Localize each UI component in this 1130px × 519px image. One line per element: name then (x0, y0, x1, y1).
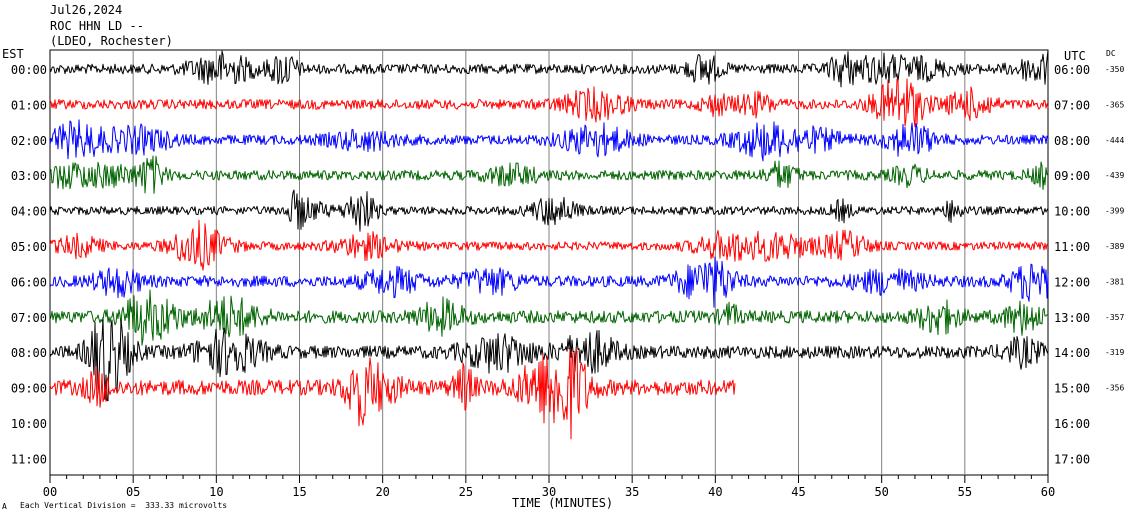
est-axis-title: EST (2, 47, 24, 61)
utc-hour-label: 09:00 (1054, 169, 1090, 183)
utc-hour-label: 14:00 (1054, 346, 1090, 360)
seismic-trace (49, 347, 736, 440)
utc-hour-label: 17:00 (1054, 452, 1090, 466)
dc-offset-label: -381 (1105, 277, 1124, 286)
est-hour-label: 01:00 (11, 98, 47, 112)
seismic-trace (49, 289, 1049, 346)
seismic-trace (49, 50, 1049, 88)
utc-axis-title: UTC (1064, 49, 1086, 63)
x-tick-label: 35 (625, 485, 639, 499)
seismic-trace (49, 317, 1049, 402)
seismic-trace (49, 78, 1049, 128)
utc-hour-label: 11:00 (1054, 240, 1090, 254)
footer-mark: A (2, 502, 7, 511)
est-hour-label: 05:00 (11, 240, 47, 254)
utc-hour-label: 13:00 (1054, 311, 1090, 325)
dc-offset-label: -356 (1105, 384, 1124, 393)
x-tick-label: 20 (375, 485, 389, 499)
utc-hour-label: 07:00 (1054, 98, 1090, 112)
est-hour-label: 07:00 (11, 311, 47, 325)
est-hour-label: 11:00 (11, 452, 47, 466)
network-label: (LDEO, Rochester) (50, 34, 173, 48)
est-hour-label: 06:00 (11, 275, 47, 289)
dc-offset-label: -357 (1105, 313, 1124, 322)
utc-hour-label: 16:00 (1054, 417, 1090, 431)
utc-hour-label: 10:00 (1054, 205, 1090, 219)
x-tick-label: 25 (459, 485, 473, 499)
utc-hour-label: 12:00 (1054, 275, 1090, 289)
x-tick-label: 10 (209, 485, 223, 499)
scale-note: Each Vertical Division = 333.33 microvol… (20, 501, 228, 510)
x-tick-label: 60 (1041, 485, 1055, 499)
x-tick-label: 40 (708, 485, 722, 499)
x-tick-label: 45 (791, 485, 805, 499)
est-hour-label: 00:00 (11, 63, 47, 77)
seismic-trace (49, 219, 1049, 271)
dc-offset-label: -319 (1105, 348, 1124, 357)
utc-hour-label: 06:00 (1054, 63, 1090, 77)
seismic-trace (49, 189, 1049, 232)
x-tick-label: 50 (874, 485, 888, 499)
est-hour-label: 04:00 (11, 205, 47, 219)
dc-offset-label: -439 (1105, 171, 1124, 180)
x-tick-label: 55 (958, 485, 972, 499)
dc-offset-label: -365 (1105, 100, 1124, 109)
dc-offset-label: -399 (1105, 207, 1124, 216)
seismic-trace (49, 256, 1049, 308)
est-hour-label: 03:00 (11, 169, 47, 183)
dc-axis-title: DC (1106, 49, 1116, 58)
x-axis-label: TIME (MINUTES) (512, 496, 614, 510)
utc-hour-label: 08:00 (1054, 134, 1090, 148)
x-tick-label: 15 (292, 485, 306, 499)
est-hour-label: 10:00 (11, 417, 47, 431)
dc-offset-label: -444 (1105, 136, 1124, 145)
est-hour-label: 02:00 (11, 134, 47, 148)
utc-hour-label: 15:00 (1054, 382, 1090, 396)
seismic-trace (49, 119, 1049, 162)
seismic-trace (49, 155, 1049, 194)
dc-offset-label: -350 (1105, 65, 1124, 74)
est-hour-label: 08:00 (11, 346, 47, 360)
x-tick-label: 05 (126, 485, 140, 499)
station-label: ROC HHN LD -- (50, 19, 144, 33)
dc-offset-label: -389 (1105, 242, 1124, 251)
x-tick-label: 30 (542, 485, 556, 499)
date-label: Jul26,2024 (50, 3, 123, 17)
x-tick-label: 00 (43, 485, 57, 499)
est-hour-label: 09:00 (11, 382, 47, 396)
